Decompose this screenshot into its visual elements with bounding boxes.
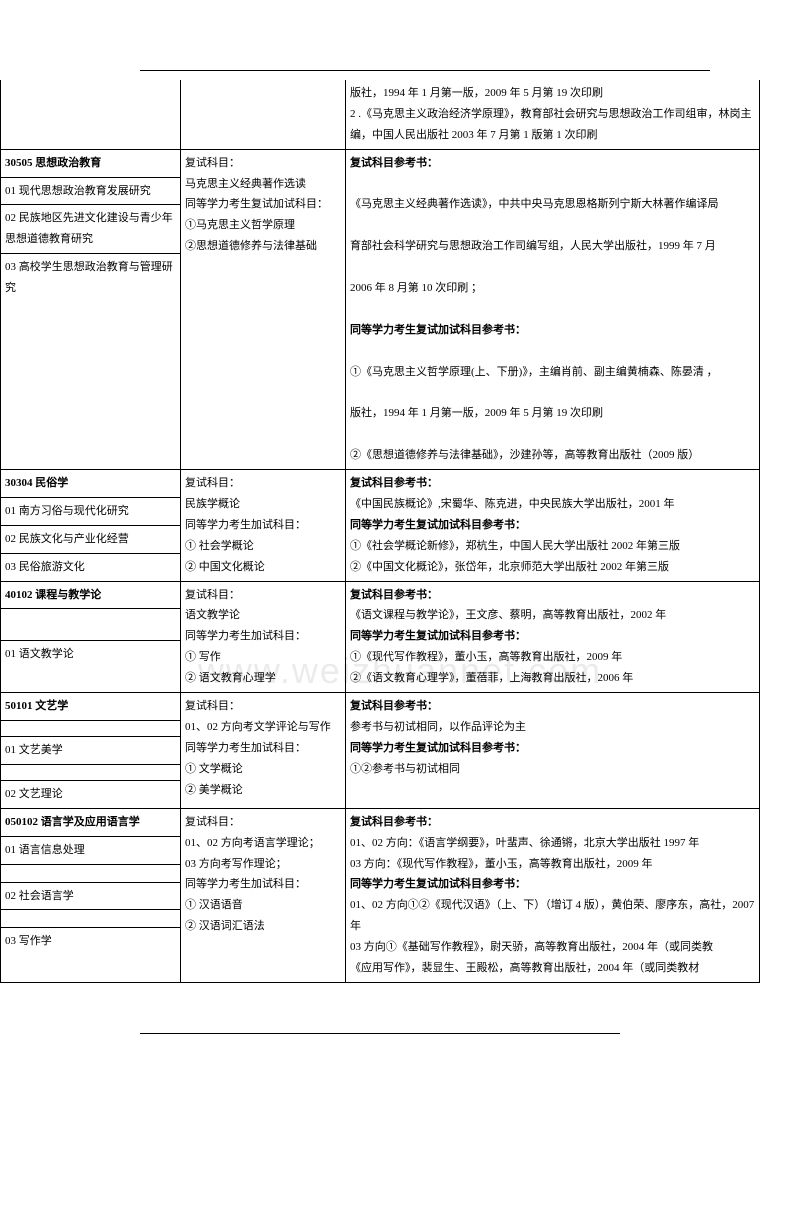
- col-subjects: 复试科目： 民族学概论 同等学力考生加试科目： ① 社会学概论 ② 中国文化概论: [181, 470, 346, 582]
- col-subjects: 复试科目： 语文教学论 同等学力考生加试科目： ① 写作 ② 语文教育心理学: [181, 581, 346, 692]
- table-row: 版社，1994 年 1 月第一版，2009 年 5 月第 19 次印刷 2 .《…: [1, 80, 760, 149]
- col-references: 复试科目参考书： 参考书与初试相同，以作品评论为主 同等学力考生复试加试科目参考…: [346, 693, 760, 809]
- table-row: 050102 语言学及应用语言学 01 语言信息处理 02 社会语言学 03 写…: [1, 808, 760, 982]
- col-subjects: [181, 80, 346, 149]
- col-program: 050102 语言学及应用语言学 01 语言信息处理 02 社会语言学 03 写…: [1, 808, 181, 982]
- footer-rule: [140, 1033, 620, 1034]
- table-row: 40102 课程与教学论 01 语文教学论 复试科目： 语文教学论 同等学力考生…: [1, 581, 760, 692]
- col-program: 40102 课程与教学论 01 语文教学论: [1, 581, 181, 692]
- col-program: 30304 民俗学 01 南方习俗与现代化研究 02 民族文化与产业化经营 03…: [1, 470, 181, 582]
- table-row: 30505 思想政治教育 01 现代思想政治教育发展研究 02 民族地区先进文化…: [1, 149, 760, 469]
- col-references: 版社，1994 年 1 月第一版，2009 年 5 月第 19 次印刷 2 .《…: [346, 80, 760, 149]
- col-subjects: 复试科目： 01、02 方向考语言学理论； 03 方向考写作理论； 同等学力考生…: [181, 808, 346, 982]
- table-row: 30304 民俗学 01 南方习俗与现代化研究 02 民族文化与产业化经营 03…: [1, 470, 760, 582]
- col-program: 50101 文艺学 01 文艺美学 02 文艺理论: [1, 693, 181, 809]
- col-references: 复试科目参考书： 《中国民族概论》,宋蜀华、陈克进，中央民族大学出版社，2001…: [346, 470, 760, 582]
- col-references: 复试科目参考书： 《语文课程与教学论》，王文彦、蔡明，高等教育出版社，2002 …: [346, 581, 760, 692]
- document-page: www.weizhuannet.com 版社，1994 年 1 月第一版，200…: [0, 0, 800, 1074]
- col-subjects: 复试科目： 01、02 方向考文学评论与写作 同等学力考生加试科目： ① 文学概…: [181, 693, 346, 809]
- curriculum-table: 版社，1994 年 1 月第一版，2009 年 5 月第 19 次印刷 2 .《…: [0, 80, 760, 983]
- col-references: 复试科目参考书： 《马克思主义经典著作选读》，中共中央马克思恩格斯列宁斯大林著作…: [346, 149, 760, 469]
- col-program: 30505 思想政治教育 01 现代思想政治教育发展研究 02 民族地区先进文化…: [1, 149, 181, 469]
- col-subjects: 复试科目： 马克思主义经典著作选读 同等学力考生复试加试科目： ①马克思主义哲学…: [181, 149, 346, 469]
- header-rule: [140, 70, 710, 71]
- col-program: [1, 80, 181, 149]
- table-row: 50101 文艺学 01 文艺美学 02 文艺理论 复试科目： 01、02 方向…: [1, 693, 760, 809]
- col-references: 复试科目参考书： 01、02 方向：《语言学纲要》，叶蜚声、徐通锵，北京大学出版…: [346, 808, 760, 982]
